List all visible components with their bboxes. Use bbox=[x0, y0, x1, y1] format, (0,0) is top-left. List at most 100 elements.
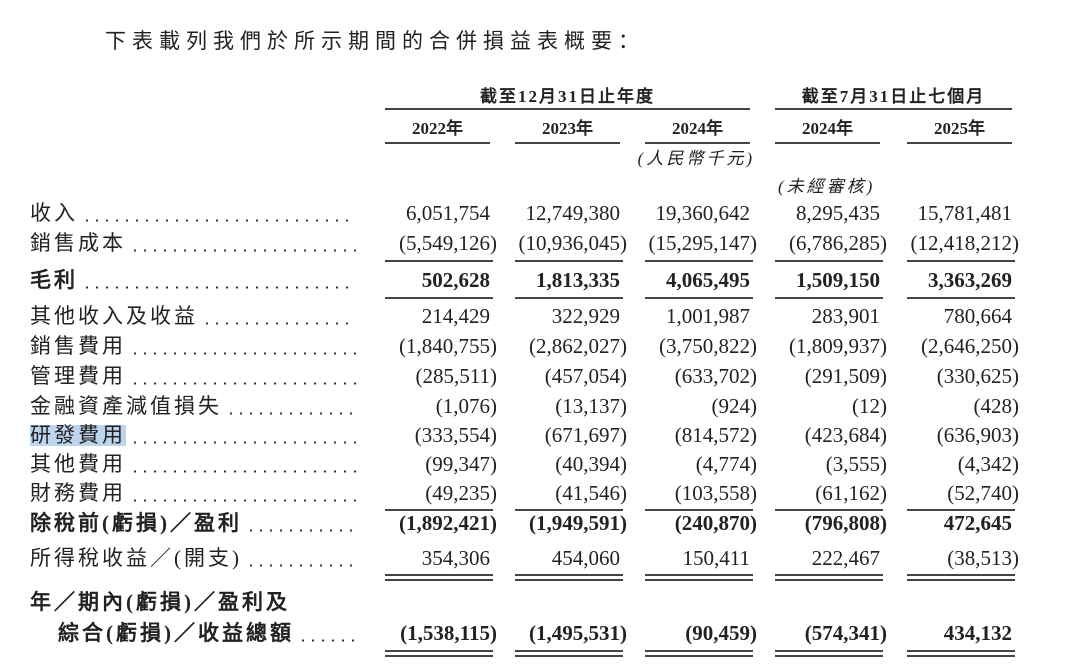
rule bbox=[645, 142, 750, 144]
cell-value: 6,051,754 bbox=[406, 201, 490, 225]
cell-value: 1,813,335 bbox=[536, 268, 620, 292]
rule bbox=[515, 297, 623, 299]
column-header: 2025年 bbox=[934, 119, 985, 138]
cell-value: (1,949,591) bbox=[529, 511, 627, 535]
row-label: 所得稅收益／(開支) bbox=[30, 546, 242, 570]
dot-leader bbox=[130, 470, 356, 473]
cell-value: (423,684) bbox=[804, 423, 887, 447]
cell-value: 3,363,269 bbox=[928, 268, 1012, 292]
cell-value: (38,513) bbox=[947, 546, 1019, 570]
cell-value: 1,509,150 bbox=[796, 268, 880, 292]
cell-value: (6,786,285) bbox=[789, 231, 887, 255]
cell-value: (90,459) bbox=[685, 621, 757, 645]
cell-value: (49,235) bbox=[425, 481, 497, 505]
cell-value: 472,645 bbox=[943, 511, 1012, 535]
cell-value: 502,628 bbox=[421, 268, 490, 292]
cell-value: (103,558) bbox=[674, 481, 757, 505]
cell-value: 214,429 bbox=[421, 304, 490, 328]
dot-leader bbox=[82, 286, 356, 289]
rule bbox=[385, 108, 750, 110]
cell-value: (99,347) bbox=[425, 452, 497, 476]
cell-value: (10,936,045) bbox=[518, 231, 628, 255]
rule bbox=[775, 260, 883, 262]
cell-value: (636,903) bbox=[936, 423, 1019, 447]
dot-leader bbox=[246, 529, 356, 532]
row-label: 除稅前(虧損)／盈利 bbox=[30, 511, 242, 535]
cell-value: (574,341) bbox=[804, 621, 887, 645]
rule bbox=[515, 655, 623, 657]
rule bbox=[775, 297, 883, 299]
cell-value: (13,137) bbox=[555, 394, 627, 418]
cell-value: (330,625) bbox=[936, 364, 1019, 388]
rule bbox=[907, 655, 1015, 657]
row-label: 年／期內(虧損)／盈利及 bbox=[30, 590, 290, 614]
rule bbox=[385, 655, 493, 657]
cell-value: (5,549,126) bbox=[399, 231, 497, 255]
rule bbox=[775, 142, 880, 144]
cell-value: (41,546) bbox=[555, 481, 627, 505]
dot-leader bbox=[130, 249, 356, 252]
rule bbox=[385, 260, 493, 262]
row-label: 其他費用 bbox=[30, 452, 126, 476]
cell-value: (40,394) bbox=[555, 452, 627, 476]
cell-value: (1,538,115) bbox=[400, 621, 497, 645]
row-label: 金融資產減值損失 bbox=[30, 394, 222, 418]
cell-value: 454,060 bbox=[551, 546, 620, 570]
rule bbox=[907, 142, 1012, 144]
rule bbox=[645, 260, 753, 262]
rule bbox=[775, 655, 883, 657]
rule bbox=[645, 650, 753, 652]
rule bbox=[907, 509, 1015, 511]
cell-value: (285,511) bbox=[415, 364, 497, 388]
row-label: 銷售成本 bbox=[30, 231, 126, 255]
rule bbox=[385, 579, 493, 581]
cell-value: (457,054) bbox=[544, 364, 627, 388]
dot-leader bbox=[298, 639, 356, 642]
cell-value: (1,076) bbox=[435, 394, 497, 418]
rule bbox=[907, 260, 1015, 262]
rule bbox=[515, 579, 623, 581]
cell-value: 222,467 bbox=[811, 546, 880, 570]
cell-value: (633,702) bbox=[674, 364, 757, 388]
cell-value: (333,554) bbox=[414, 423, 497, 447]
cell-value: (2,862,027) bbox=[529, 334, 627, 358]
cell-value: 434,132 bbox=[943, 621, 1012, 645]
row-label: 其他收入及收益 bbox=[30, 304, 198, 328]
dot-leader bbox=[202, 322, 356, 325]
row-label: 綜合(虧損)／收益總額 bbox=[58, 621, 294, 645]
cell-value: (924) bbox=[711, 394, 758, 418]
rule bbox=[907, 297, 1015, 299]
rule bbox=[385, 509, 493, 511]
row-label: 研發費用 bbox=[30, 423, 126, 447]
row-label: 管理費用 bbox=[30, 364, 126, 388]
dot-leader bbox=[130, 352, 356, 355]
rule bbox=[645, 579, 753, 581]
rule bbox=[645, 509, 753, 511]
cell-value: (240,870) bbox=[674, 511, 757, 535]
cell-value: 19,360,642 bbox=[655, 201, 751, 225]
rule bbox=[515, 650, 623, 652]
unit-note: (人民幣千元) bbox=[637, 149, 755, 168]
cell-value: 354,306 bbox=[421, 546, 490, 570]
cell-value: (15,295,147) bbox=[648, 231, 758, 255]
column-header: 2024年 bbox=[802, 119, 853, 138]
cell-value: (291,509) bbox=[804, 364, 887, 388]
cell-value: (4,342) bbox=[957, 452, 1019, 476]
column-header: 2022年 bbox=[412, 119, 463, 138]
rule bbox=[385, 142, 490, 144]
cell-value: (1,840,755) bbox=[399, 334, 497, 358]
rule bbox=[775, 509, 883, 511]
rule bbox=[775, 579, 883, 581]
cell-value: (52,740) bbox=[947, 481, 1019, 505]
rule bbox=[385, 297, 493, 299]
row-label: 銷售費用 bbox=[30, 334, 126, 358]
intro: 下表載列我們於所示期間的合併損益表概要： bbox=[105, 29, 645, 53]
rule bbox=[515, 142, 620, 144]
cell-value: (3,750,822) bbox=[659, 334, 757, 358]
row-label: 毛利 bbox=[30, 268, 78, 292]
cell-value: (1,809,937) bbox=[789, 334, 887, 358]
dot-leader bbox=[246, 564, 356, 567]
column-group-header: 截至12月31日止年度 bbox=[480, 87, 655, 106]
cell-value: 12,749,380 bbox=[525, 201, 621, 225]
